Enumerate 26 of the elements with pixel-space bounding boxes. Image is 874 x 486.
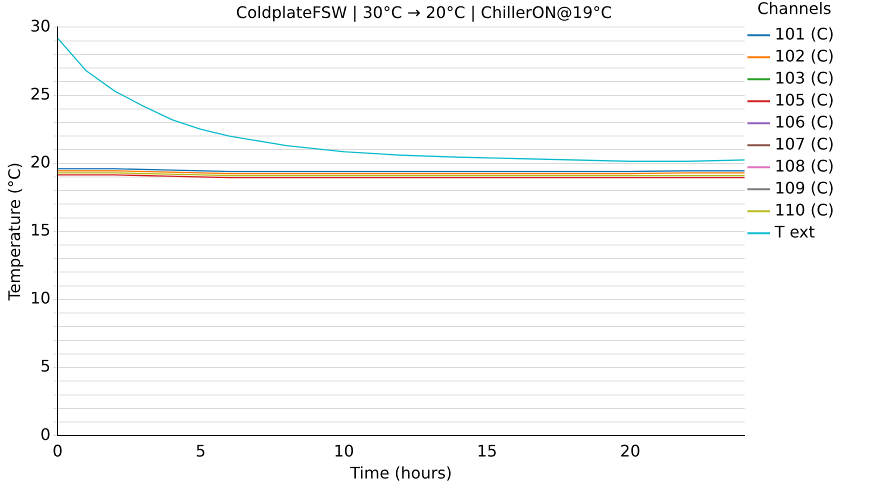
legend-label: T ext [774,222,815,242]
y-tick-label: 25 [30,84,51,104]
legend-label: 110 (C) [774,200,834,220]
legend-label: 106 (C) [774,112,834,132]
legend-label: 103 (C) [774,68,834,88]
y-tick-label: 5 [40,356,51,376]
y-tick-label: 10 [30,288,51,308]
y-tick-label: 0 [40,424,51,444]
chart-title: ColdplateFSW | 30°C → 20°C | ChillerON@19°C [236,2,612,22]
x-tick-label: 15 [476,441,498,460]
legend-label: 107 (C) [774,134,834,154]
y-axis-title: Temperature (°C) [4,162,24,302]
legend-label: 108 (C) [774,156,834,176]
legend-label: 102 (C) [774,46,834,66]
y-tick-label: 20 [30,152,51,172]
legend-title: Channels [757,0,832,18]
x-tick-label: 0 [52,441,63,460]
y-tick-label: 30 [30,16,51,36]
x-tick-label: 10 [334,441,354,460]
legend-label: 101 (C) [774,24,834,44]
legend-label: 109 (C) [774,178,834,198]
x-tick-label: 5 [196,441,206,460]
x-axis-title: Time (hours) [349,464,452,483]
y-tick-label: 15 [30,220,51,240]
x-tick-label: 20 [620,441,640,460]
legend-label: 105 (C) [774,90,834,110]
